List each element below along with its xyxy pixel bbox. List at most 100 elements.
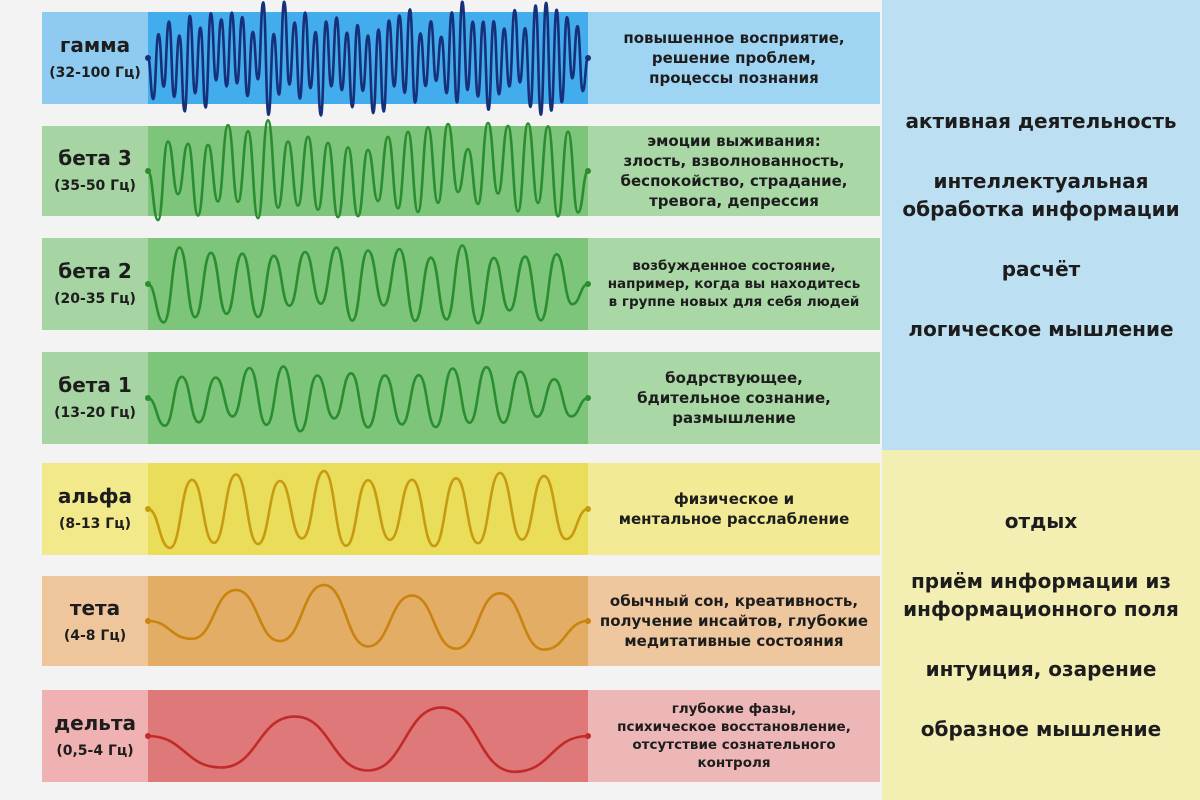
band-description: возбужденное состояние, например, когда в… [588,238,880,330]
right-panel-line: логическое мышление [908,317,1174,341]
wave-endpoint [585,733,591,739]
band-label: тета (4-8 Гц) [42,576,148,666]
description-line: отсутствие сознательного контроля [632,737,836,771]
right-panel-line: приём информации из [910,569,1172,593]
band-description: физическое и ментальное расслабление [588,463,880,555]
band-name: бета 3 [58,146,132,170]
band-0: гамма (32-100 Гц) повышенное восприятие, ре… [42,0,880,117]
right-panel-line: активная деятельность [905,109,1177,133]
band-4: альфа (8-13 Гц) физическое и ментальное рас… [42,463,880,555]
description-line: бдительное сознание, [637,389,831,407]
band-wave-area [145,352,591,444]
description-line: обычный сон, креативность, [609,592,859,610]
band-frequency-range: (35-50 Гц) [54,178,136,194]
right-panel-line: информационного поля [903,597,1179,621]
wave-endpoint [145,506,151,512]
band-name: альфа [57,484,133,508]
band-wave-area [145,690,591,782]
description-line: злость, взволнованность, [623,152,845,170]
wave-line [147,469,589,550]
wave-endpoint [145,168,151,174]
description-line: физическое и [673,490,795,508]
band-5: тета (4-8 Гц) обычный сон, креативность, по… [42,576,880,666]
band-1: бета 3 (35-50 Гц) эмоции выживания: злость,… [42,119,880,222]
wave-endpoint [145,733,151,739]
right-panel-line: расчёт [1001,257,1081,281]
wave-svg [145,244,591,325]
right-panel-item: активная деятельность [905,107,1176,135]
description-line: процессы познания [649,69,819,87]
band-wave-area [145,576,591,666]
description-line: ментальное расслабление [618,510,850,528]
right-panel-item: логическое мышление [908,315,1173,343]
wave-line [146,0,590,117]
band-2: бета 2 (20-35 Гц) возбужденное состояние, н… [42,238,880,330]
right-panel-rest: отдых приём информации из информационного … [882,450,1200,800]
description-line: тревога, депрессия [649,192,819,210]
right-panel-item: отдых [1005,507,1077,535]
band-frequency-range: (32-100 Гц) [49,65,141,81]
band-description: глубокие фазы, психическое восстановление… [588,690,880,782]
band-frequency-range: (4-8 Гц) [63,628,127,644]
wave-svg [145,583,591,651]
description-line: повышенное восприятие, [623,29,845,47]
right-panel-item: приём информации из информационного поля [903,567,1179,623]
wave-endpoint [585,281,591,287]
right-panel-line: интеллектуальная [933,169,1149,193]
band-label: гамма (32-100 Гц) [42,12,148,104]
description-line: беспокойство, страдание, [620,172,848,190]
wave-svg [145,365,591,433]
band-frequency-range: (13-20 Гц) [54,405,136,421]
right-panel-item: образное мышление [921,715,1162,743]
band-wave-area [145,0,591,117]
description-line: получение инсайтов, глубокие [599,612,869,630]
band-name: бета 1 [58,373,132,397]
wave-svg [145,706,591,774]
wave-endpoint [585,618,591,624]
right-panel-item: расчёт [1002,255,1081,283]
wave-endpoint [585,395,591,401]
band-name: гамма [59,33,131,57]
band-name: дельта [53,711,137,735]
wave-endpoint [145,281,151,287]
band-wave-area [145,463,591,555]
band-frequency-range: (0,5-4 Гц) [56,743,134,759]
right-panel-item: интуиция, озарение [926,655,1157,683]
wave-endpoint [145,395,151,401]
wave-svg [145,0,591,117]
wave-endpoint [585,55,591,61]
wave-line [147,583,589,651]
band-frequency-range: (8-13 Гц) [58,516,131,532]
wave-endpoint [585,168,591,174]
right-panel-item: интеллектуальная обработка информации [902,167,1179,223]
right-panel-active: активная деятельность интеллектуальная обр… [882,0,1200,450]
wave-line [147,706,589,774]
wave-line [146,119,590,222]
wave-endpoint [585,506,591,512]
right-panel-line: образное мышление [920,717,1162,741]
band-6: дельта (0,5-4 Гц) глубокие фазы, психическо… [42,690,880,782]
wave-line [147,365,589,433]
description-line: бодрствующее, [665,369,803,387]
band-wave-area [145,238,591,330]
band-label: бета 1 (13-20 Гц) [42,352,148,444]
description-line: эмоции выживания: [647,132,821,150]
band-wave-area [145,119,591,222]
band-label: дельта (0,5-4 Гц) [42,690,148,782]
band-label: альфа (8-13 Гц) [42,463,148,555]
band-name: бета 2 [58,259,132,283]
description-line: размышление [672,409,796,427]
wave-line [147,244,589,325]
description-line: решение проблем, [651,49,817,67]
band-3: бета 1 (13-20 Гц) бодрствующее, бдительное … [42,352,880,444]
description-line: медитативные состояния [624,632,844,650]
band-label: бета 3 (35-50 Гц) [42,126,148,216]
band-description: эмоции выживания: злость, взволнованность… [588,126,880,216]
description-line: глубокие фазы, [671,701,797,717]
right-panel-line: обработка информации [902,197,1180,221]
band-frequency-range: (20-35 Гц) [54,291,136,307]
band-description: бодрствующее, бдительное сознание, размышл… [588,352,880,444]
wave-endpoint [145,618,151,624]
description-line: например, когда вы находитесь [607,276,861,292]
description-line: возбужденное состояние, [632,258,836,274]
